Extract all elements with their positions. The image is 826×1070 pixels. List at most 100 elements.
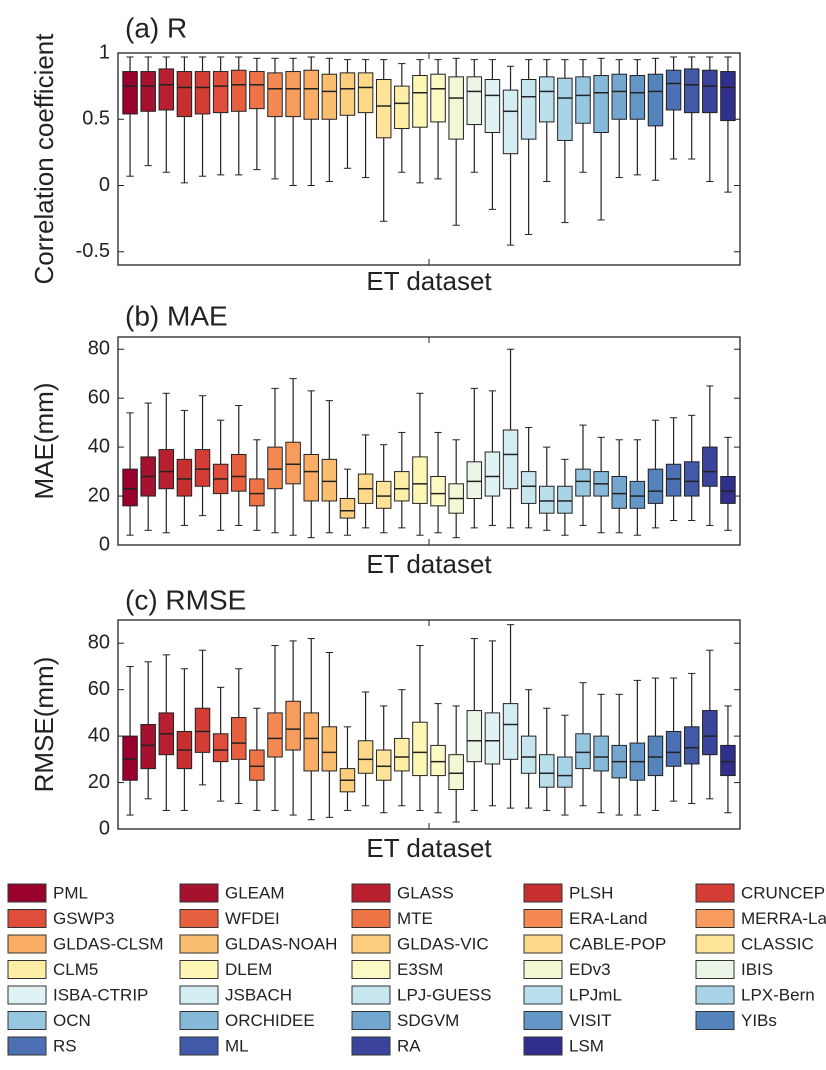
box <box>466 710 483 763</box>
box <box>321 726 338 772</box>
box <box>375 79 392 139</box>
box <box>539 485 555 514</box>
legend-label: RA <box>397 1036 421 1055</box>
legend-swatch <box>695 909 735 928</box>
legend-label: MTE <box>397 909 433 928</box>
box <box>249 478 265 507</box>
legend-swatch <box>351 883 391 903</box>
legend-label: ERA-Land <box>569 909 647 928</box>
legend-swatch <box>695 1011 735 1030</box>
legend-swatch <box>179 960 219 979</box>
box <box>339 498 356 519</box>
box <box>285 441 301 485</box>
box <box>321 73 338 120</box>
box <box>593 735 609 772</box>
y-axis-label: RMSE(mm) <box>29 657 59 793</box>
legend-label: ML <box>225 1036 249 1055</box>
y-axis-label: Correlation coefficient <box>29 33 59 285</box>
box <box>502 703 519 760</box>
box <box>412 721 428 777</box>
legend-swatch <box>523 909 563 928</box>
box <box>665 463 682 497</box>
legend-label: PLSH <box>569 883 613 902</box>
box <box>520 79 537 140</box>
box <box>140 724 156 770</box>
legend-label: GLEAM <box>225 883 285 902</box>
box <box>665 730 682 767</box>
box <box>176 71 193 118</box>
box <box>539 76 555 123</box>
legend-label: SDGVM <box>397 1011 459 1030</box>
legend-swatch <box>523 960 563 979</box>
box <box>520 471 537 504</box>
y-tick-label: 80 <box>88 632 110 654</box>
legend-swatch <box>523 985 563 1005</box>
legend-label: RS <box>53 1036 77 1055</box>
box <box>267 72 283 118</box>
legend-label: CLM5 <box>53 960 98 979</box>
box <box>484 79 501 133</box>
box <box>303 69 319 120</box>
legend-label: CABLE-POP <box>569 934 666 953</box>
x-axis-label: ET dataset <box>366 833 492 863</box>
legend-swatch <box>7 909 47 928</box>
box <box>557 485 573 514</box>
y-tick-label: -0.5 <box>76 240 110 262</box>
legend-swatch <box>7 883 47 903</box>
x-axis-label: ET dataset <box>366 266 492 296</box>
box <box>702 710 718 756</box>
box <box>357 72 374 114</box>
box <box>720 71 736 122</box>
box <box>647 468 664 504</box>
box <box>611 73 627 120</box>
box <box>194 707 211 753</box>
legend-label: DLEM <box>225 960 272 979</box>
legend-label: LPX-Bern <box>741 985 815 1004</box>
box <box>647 735 664 777</box>
y-tick-label: 0 <box>99 174 110 196</box>
legend-label: CRUNCEP <box>741 883 825 902</box>
box <box>702 69 718 114</box>
box <box>267 712 283 758</box>
legend-swatch <box>351 960 391 979</box>
y-tick-label: 0 <box>99 533 110 555</box>
legend-swatch <box>695 934 735 954</box>
box <box>484 451 501 497</box>
y-tick-label: 60 <box>88 678 110 700</box>
legend-swatch <box>7 960 47 979</box>
legend-label: GLDAS-VIC <box>397 934 489 953</box>
y-tick-label: 60 <box>88 386 110 408</box>
box <box>466 76 483 126</box>
box <box>231 717 247 760</box>
plot-frame <box>117 619 741 830</box>
legend-swatch <box>523 883 563 903</box>
box <box>321 458 338 502</box>
box <box>557 756 573 788</box>
legend-label: GLDAS-NOAH <box>225 934 337 953</box>
legend-label: ORCHIDEE <box>225 1011 315 1030</box>
box <box>575 733 591 770</box>
box <box>212 733 229 763</box>
box <box>122 468 138 507</box>
legend-swatch <box>523 1011 563 1030</box>
legend-label: IBIS <box>741 960 773 979</box>
legend-swatch <box>351 909 391 928</box>
legend-swatch <box>7 1011 47 1030</box>
legend-swatch <box>179 883 219 903</box>
box <box>448 754 464 791</box>
legend-swatch <box>351 1036 391 1056</box>
legend-swatch <box>179 985 219 1005</box>
legend-label: YIBs <box>741 1011 777 1030</box>
legend-swatch <box>351 985 391 1005</box>
legend-swatch <box>523 934 563 954</box>
y-tick-label: 0 <box>99 817 110 839</box>
box <box>593 75 609 133</box>
y-tick-label: 1 <box>99 41 110 63</box>
panel-title: (b) MAE <box>125 300 228 331</box>
y-tick-label: 20 <box>88 484 110 506</box>
box <box>122 71 138 115</box>
box <box>394 471 410 502</box>
box <box>448 76 464 140</box>
y-tick-label: 0.5 <box>82 108 110 130</box>
